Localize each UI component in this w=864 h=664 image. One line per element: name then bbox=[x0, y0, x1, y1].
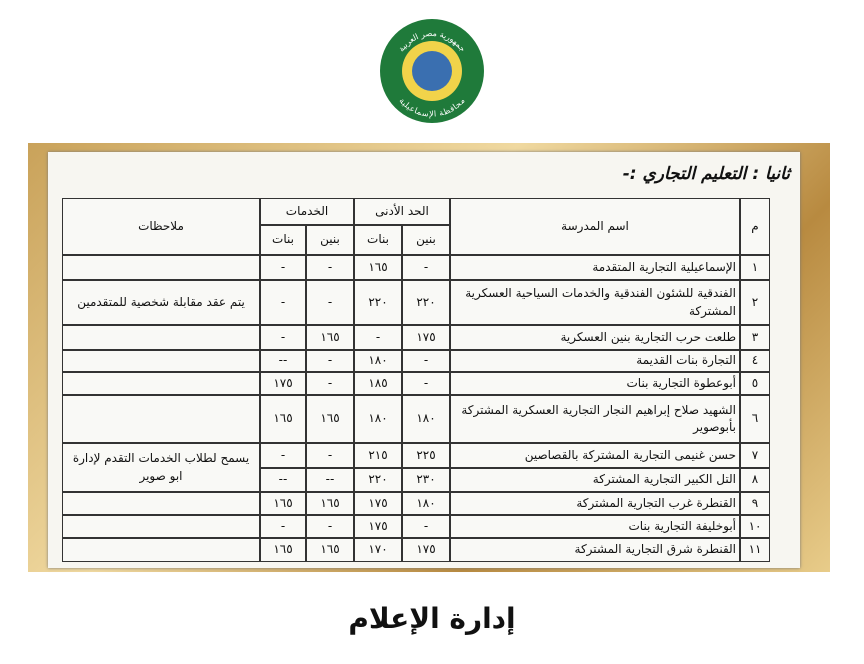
notes-cell bbox=[62, 350, 260, 372]
section-title: ثانيا : التعليم التجاري :- bbox=[622, 164, 790, 184]
school-name: القنطرة شرق التجارية المشتركة bbox=[450, 538, 740, 562]
row-number: ١١ bbox=[740, 538, 770, 562]
school-name: القنطرة غرب التجارية المشتركة bbox=[450, 492, 740, 515]
header-cell: م bbox=[740, 198, 770, 255]
row-number: ٣ bbox=[740, 325, 770, 350]
notes-cell bbox=[62, 515, 260, 538]
row-number: ١ bbox=[740, 255, 770, 280]
notes-cell: يسمح لطلاب الخدمات التقدم لإدارة ابو صوي… bbox=[62, 443, 260, 492]
score-cell: - bbox=[306, 350, 354, 372]
header-cell: الخدمات bbox=[260, 198, 354, 225]
score-cell: ١٧٠ bbox=[354, 538, 402, 562]
header-cell: بنين bbox=[402, 225, 450, 255]
school-name: أبوعطوة التجارية بنات bbox=[450, 372, 740, 395]
score-cell: ١٦٥ bbox=[306, 395, 354, 443]
score-cell: -- bbox=[260, 468, 306, 492]
score-cell: ١٧٥ bbox=[260, 372, 306, 395]
notes-cell: يتم عقد مقابلة شخصية للمتقدمين bbox=[62, 280, 260, 325]
score-cell: ١٦٥ bbox=[260, 395, 306, 443]
row-number: ١٠ bbox=[740, 515, 770, 538]
score-cell: ١٧٥ bbox=[402, 538, 450, 562]
footer: إدارة الإعلام bbox=[348, 602, 516, 635]
notes-cell bbox=[62, 325, 260, 350]
score-cell: ٢٢٥ bbox=[402, 443, 450, 468]
score-cell: - bbox=[306, 443, 354, 468]
score-cell: ٢٢٠ bbox=[354, 280, 402, 325]
row-number: ٦ bbox=[740, 395, 770, 443]
school-name: الفندقية للشئون الفندقية والخدمات السياح… bbox=[450, 280, 740, 325]
header-cell: بنات bbox=[354, 225, 402, 255]
header-cell: بنات bbox=[260, 225, 306, 255]
score-cell: - bbox=[260, 280, 306, 325]
score-cell: ١٨٠ bbox=[354, 395, 402, 443]
row-number: ٥ bbox=[740, 372, 770, 395]
score-cell: ٢٢٠ bbox=[402, 280, 450, 325]
score-cell: ٢٢٠ bbox=[354, 468, 402, 492]
score-cell: ٢٣٠ bbox=[402, 468, 450, 492]
score-cell: - bbox=[306, 255, 354, 280]
row-number: ٢ bbox=[740, 280, 770, 325]
score-cell: ١٦٥ bbox=[260, 492, 306, 515]
score-cell: - bbox=[306, 280, 354, 325]
score-cell: - bbox=[402, 255, 450, 280]
score-cell: - bbox=[354, 325, 402, 350]
score-cell: ١٧٥ bbox=[354, 515, 402, 538]
score-cell: - bbox=[260, 325, 306, 350]
score-cell: ١٦٥ bbox=[306, 538, 354, 562]
score-cell: - bbox=[306, 515, 354, 538]
score-cell: ٢١٥ bbox=[354, 443, 402, 468]
header-cell: الحد الأدنى bbox=[354, 198, 450, 225]
row-number: ٤ bbox=[740, 350, 770, 372]
notes-cell bbox=[62, 395, 260, 443]
score-cell: - bbox=[402, 515, 450, 538]
score-cell: ١٧٥ bbox=[402, 325, 450, 350]
score-cell: - bbox=[306, 372, 354, 395]
school-name: طلعت حرب التجارية بنين العسكرية bbox=[450, 325, 740, 350]
score-cell: ١٦٥ bbox=[306, 325, 354, 350]
header-cell: بنين bbox=[306, 225, 354, 255]
score-cell: ١٦٥ bbox=[260, 538, 306, 562]
score-cell: ١٨٠ bbox=[402, 492, 450, 515]
school-name: الإسماعيلية التجارية المتقدمة bbox=[450, 255, 740, 280]
school-name: التل الكبير التجارية المشتركة bbox=[450, 468, 740, 492]
row-number: ٩ bbox=[740, 492, 770, 515]
notes-cell bbox=[62, 372, 260, 395]
header-cell: ملاحظات bbox=[62, 198, 260, 255]
notes-cell bbox=[62, 255, 260, 280]
logo: جمهورية مصر العربية محافظة الإسماعيلية bbox=[380, 19, 484, 123]
school-name: حسن غنيمى التجارية المشتركة بالقصاصين bbox=[450, 443, 740, 468]
school-name: التجارة بنات القديمة bbox=[450, 350, 740, 372]
header-cell: اسم المدرسة bbox=[450, 198, 740, 255]
score-cell: ١٨٠ bbox=[354, 350, 402, 372]
score-cell: ١٨٠ bbox=[402, 395, 450, 443]
score-cell: - bbox=[402, 350, 450, 372]
score-cell: ١٦٥ bbox=[354, 255, 402, 280]
score-cell: - bbox=[260, 515, 306, 538]
score-cell: - bbox=[260, 443, 306, 468]
score-cell: - bbox=[260, 255, 306, 280]
notes-cell bbox=[62, 538, 260, 562]
school-name: أبوخليفة التجارية بنات bbox=[450, 515, 740, 538]
row-number: ٧ bbox=[740, 443, 770, 468]
notes-cell bbox=[62, 492, 260, 515]
school-name: الشهيد صلاح إبراهيم النجار التجارية العس… bbox=[450, 395, 740, 443]
score-cell: -- bbox=[306, 468, 354, 492]
score-cell: ١٧٥ bbox=[354, 492, 402, 515]
score-cell: -- bbox=[260, 350, 306, 372]
score-cell: ١٨٥ bbox=[354, 372, 402, 395]
row-number: ٨ bbox=[740, 468, 770, 492]
score-cell: - bbox=[402, 372, 450, 395]
score-cell: ١٦٥ bbox=[306, 492, 354, 515]
